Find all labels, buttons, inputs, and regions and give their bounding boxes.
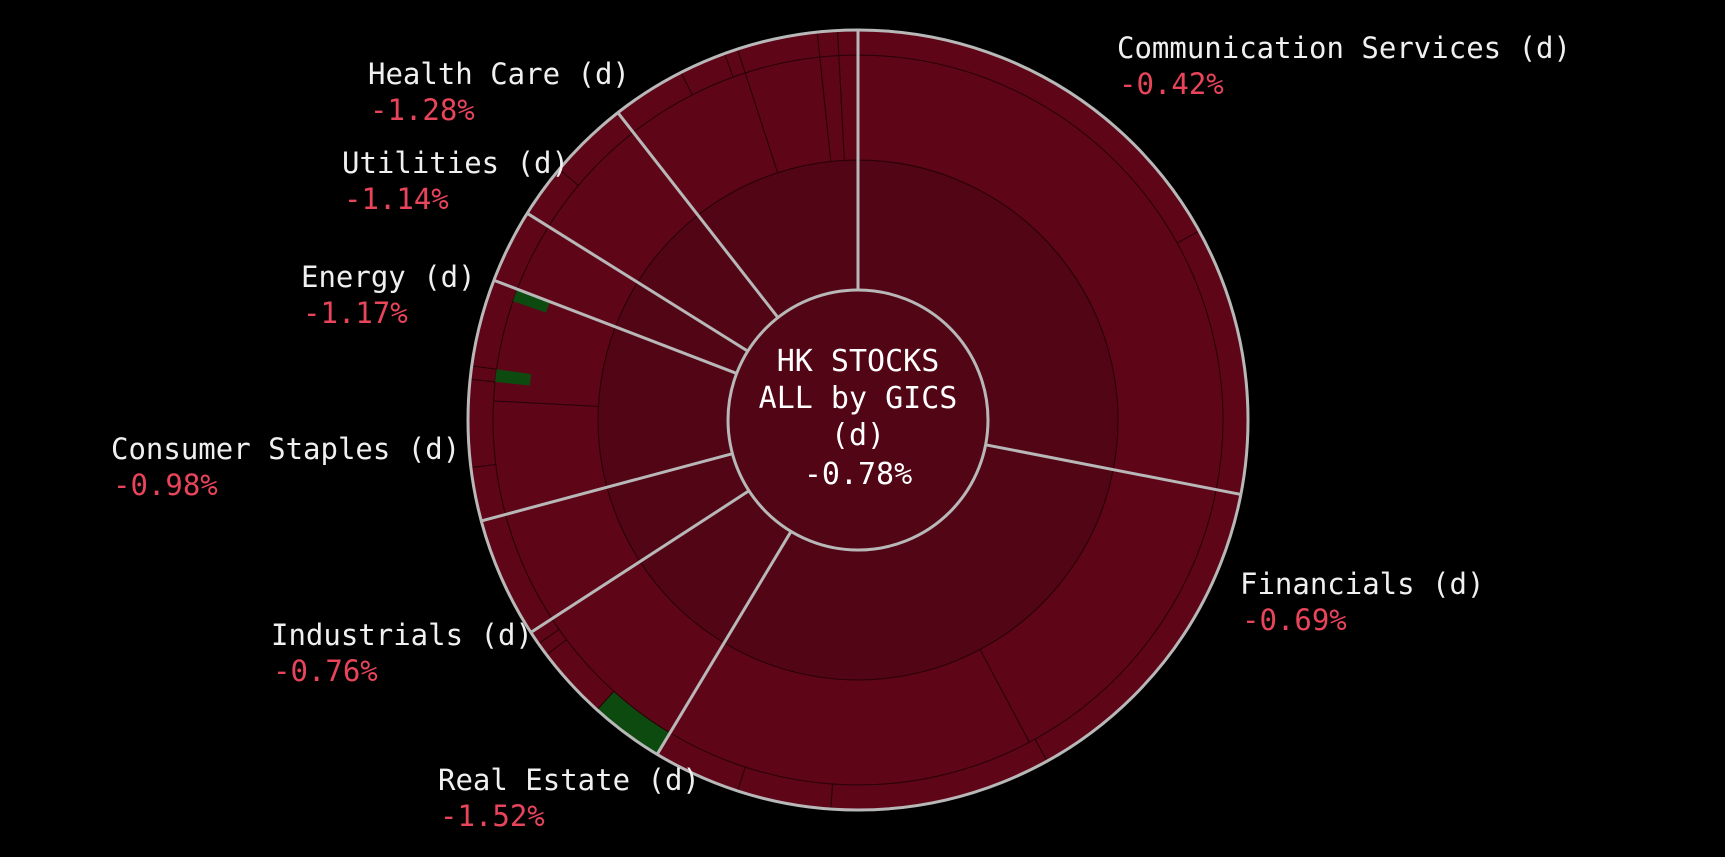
sector-change: -1.52%: [440, 799, 545, 833]
sector-name: Real Estate (d): [438, 763, 700, 797]
sector-name: Utilities (d): [342, 146, 569, 180]
sector-name: Consumer Staples (d): [111, 432, 460, 466]
center-line-3: (d): [831, 418, 885, 453]
sector-label-industrials[interactable]: Industrials (d) -0.76%: [271, 618, 533, 688]
sector-change: -0.98%: [113, 468, 218, 502]
positive-sliver-1[interactable]: [494, 369, 532, 386]
sector-change: -1.28%: [370, 93, 475, 127]
sector-change: -0.42%: [1119, 67, 1224, 101]
sector-label-utilities[interactable]: Utilities (d) -1.14%: [342, 146, 569, 216]
separator-line: [526, 212, 749, 353]
sector-label-real-estate[interactable]: Real Estate (d) -1.52%: [438, 763, 700, 833]
sector-separators: [480, 30, 1242, 756]
sector-label-energy[interactable]: Energy (d) -1.17%: [301, 260, 476, 330]
industry-arc-consumer-staples-2[interactable]: [467, 378, 497, 469]
sector-label-health-care[interactable]: Health Care (d) -1.28%: [368, 57, 630, 127]
center-disc[interactable]: [726, 288, 990, 552]
sector-name: Industrials (d): [271, 618, 533, 652]
center-line-1: HK STOCKS: [777, 344, 940, 379]
separator-line: [493, 278, 738, 375]
sunburst-segments: [467, 29, 1249, 811]
center-value: -0.78%: [804, 457, 912, 492]
industry-arc-health-care-6[interactable]: [837, 29, 859, 57]
outer-ring: [466, 28, 1250, 812]
separator-line: [480, 452, 733, 523]
sector-name: Communication Services (d): [1117, 31, 1571, 65]
sector-name: Energy (d): [301, 260, 476, 294]
industry-arc-health-care-5[interactable]: [816, 30, 840, 58]
center-line-2: ALL by GICS: [759, 381, 958, 416]
sector-change: -0.69%: [1242, 603, 1347, 637]
sector-label-communication-services[interactable]: Communication Services (d) -0.42%: [1117, 31, 1571, 101]
sector-change: -1.17%: [303, 296, 408, 330]
separator-line: [985, 443, 1242, 496]
sector-change: -1.14%: [344, 182, 449, 216]
separator-line: [530, 489, 750, 634]
sector-label-financials[interactable]: Financials (d) -0.69%: [1240, 567, 1484, 637]
center-label: HK STOCKS ALL by GICS (d) -0.78%: [759, 344, 958, 492]
separator-line: [655, 530, 793, 756]
sector-label-consumer-staples[interactable]: Consumer Staples (d) -0.98%: [111, 432, 460, 502]
separator-line: [616, 111, 780, 319]
sector-change: -0.76%: [273, 654, 378, 688]
positive-sliver-2[interactable]: [512, 289, 550, 313]
sector-name: Financials (d): [1240, 567, 1484, 601]
sector-name: Health Care (d): [368, 57, 630, 91]
